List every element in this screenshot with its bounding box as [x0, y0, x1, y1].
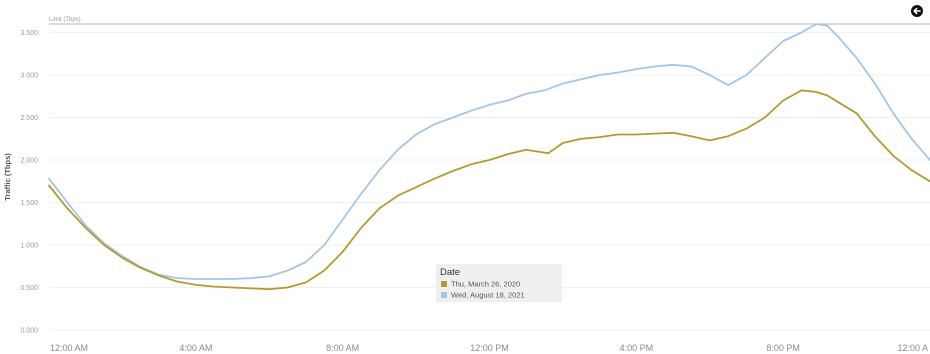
legend-swatch	[441, 281, 447, 287]
back-button[interactable]	[911, 5, 923, 17]
x-axis-ticks: 12:00 AM 4:00 AM 8:00 AM 12:00 PM 4:00 PM 8:0…	[50, 343, 928, 353]
x-tick-label: 8:00 AM	[326, 343, 359, 353]
y-tick-label: 3.000	[20, 73, 38, 80]
y-tick-label: 3.500	[20, 30, 38, 37]
y-tick-label: 0.500	[20, 285, 38, 292]
legend-swatch	[441, 292, 447, 298]
series-line-1	[48, 89, 930, 291]
y-tick-label: 0.000	[20, 328, 38, 335]
legend-title: Date	[440, 267, 460, 278]
legend-entry: Wed, August 18, 2021	[451, 291, 525, 300]
x-tick-label: 4:00 AM	[179, 343, 212, 353]
y-axis-ticks: 0.000 0.500 1.000 1.500 2.000 2.500 3.000 3.500	[20, 30, 38, 335]
x-tick-label: 4:00 PM	[620, 343, 654, 353]
y-tick-label: 2.000	[20, 158, 38, 165]
y-axis-label: Traffic (Tbps)	[3, 153, 12, 201]
y-tick-label: 2.500	[20, 115, 38, 122]
legend-background	[436, 264, 562, 302]
reference-line: Limit (Tbps)	[49, 17, 930, 25]
x-tick-label: 12:00 AM	[50, 343, 88, 353]
reference-line-label: Limit (Tbps)	[49, 17, 81, 23]
back-arrow-glyph	[913, 7, 921, 15]
series-lines	[48, 23, 930, 291]
legend: Date Thu, March 26, 2020 Wed, August 18, …	[436, 264, 562, 302]
series-line-2	[48, 23, 930, 280]
x-tick-label: 12:00 A	[897, 343, 928, 353]
y-tick-label: 1.000	[20, 243, 38, 250]
x-tick-label: 12:00 PM	[470, 343, 509, 353]
y-tick-label: 1.500	[20, 200, 38, 207]
legend-entry: Thu, March 26, 2020	[451, 280, 520, 289]
x-tick-label: 8:00 PM	[766, 343, 800, 353]
